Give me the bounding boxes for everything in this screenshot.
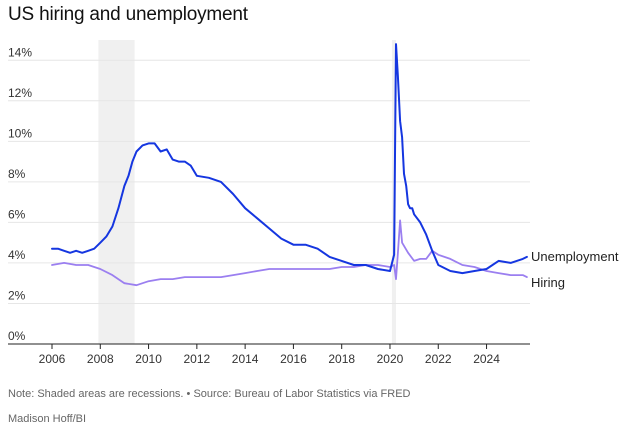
- chart-credit: Madison Hoff/BI: [8, 413, 87, 425]
- recession-band-0: [98, 40, 135, 344]
- line-chart: 0% 2% 4% 6% 8% 10% 12% 14% 2006 2008 2010 2012 2014…: [8, 40, 619, 366]
- x-tick-label-2024: 2024: [473, 352, 500, 366]
- x-tick-label-2018: 2018: [328, 352, 355, 366]
- x-tick-label-2006: 2006: [39, 352, 66, 366]
- y-tick-label-0: 0%: [8, 329, 26, 343]
- x-tick-label-2016: 2016: [280, 352, 307, 366]
- series-line-unemployment: [51, 43, 528, 275]
- gridlines: [8, 59, 530, 304]
- x-tick-label-2008: 2008: [87, 352, 114, 366]
- x-tick-label-2014: 2014: [232, 352, 259, 366]
- x-tick-label-2020: 2020: [377, 352, 404, 366]
- x-axis-ticks: 2006 2008 2010 2012 2014 2016 2018 2020 2022 2024: [39, 344, 500, 366]
- y-tick-label-2: 2%: [8, 288, 26, 302]
- y-axis-ticks: 0% 2% 4% 6% 8% 10% 12% 14%: [8, 45, 32, 343]
- y-tick-label-12: 12%: [8, 86, 32, 100]
- series-label-hiring: Hiring: [531, 275, 565, 290]
- recession-shading: [98, 40, 397, 344]
- y-tick-label-8: 8%: [8, 167, 26, 181]
- series-lines: [51, 43, 528, 287]
- x-tick-label-2012: 2012: [183, 352, 210, 366]
- y-tick-label-10: 10%: [8, 126, 32, 140]
- x-tick-label-2022: 2022: [425, 352, 452, 366]
- x-tick-label-2010: 2010: [135, 352, 162, 366]
- series-line-hiring: [51, 219, 528, 287]
- y-tick-label-6: 6%: [8, 207, 26, 221]
- y-tick-label-14: 14%: [8, 45, 32, 59]
- chart-note: Note: Shaded areas are recessions. • Sou…: [8, 388, 411, 400]
- series-labels: Unemployment Hiring: [531, 249, 619, 290]
- series-label-unemployment: Unemployment: [531, 249, 619, 264]
- chart-title: US hiring and unemployment: [8, 4, 248, 25]
- y-tick-label-4: 4%: [8, 248, 26, 262]
